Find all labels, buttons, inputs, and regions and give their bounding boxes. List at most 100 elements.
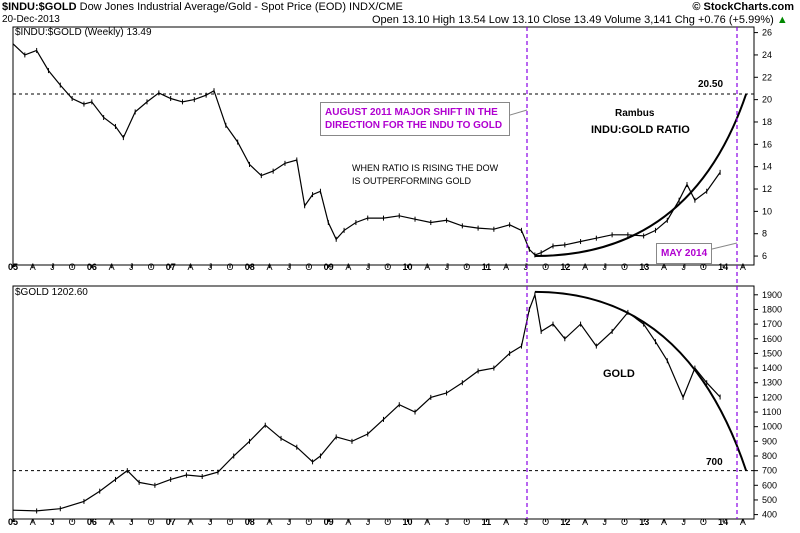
x-tick-label: J <box>603 262 608 272</box>
y-tick-label: 8 <box>762 229 767 239</box>
level-2050-label: 20.50 <box>698 79 724 90</box>
quote-bar: Open 13.10 High 13.54 Low 13.10 Close 13… <box>372 14 788 26</box>
x-tick-label: 07 <box>166 517 176 527</box>
x-tick-label: O <box>305 517 312 527</box>
x-tick-label: J <box>445 517 450 527</box>
x-tick-label: A <box>661 517 667 527</box>
x-tick-label: A <box>109 262 115 272</box>
x-tick-label: 11 <box>482 517 492 527</box>
y-tick-label: 24 <box>762 50 772 60</box>
x-tick-label: 12 <box>560 262 570 272</box>
bottom-panel-label: $GOLD 1202.60 <box>15 287 88 298</box>
plot-frame <box>12 26 755 266</box>
y-tick-label: 900 <box>762 436 777 446</box>
x-tick-label: A <box>188 262 194 272</box>
projection-curve <box>534 93 748 258</box>
y-tick-label: 1300 <box>762 378 782 388</box>
x-tick-label: J <box>366 517 371 527</box>
date: 20-Dec-2013 <box>2 14 60 25</box>
x-tick-label: 06 <box>87 262 97 272</box>
x-tick-label: J <box>445 262 450 272</box>
x-tick-label: A <box>188 517 194 527</box>
y-tick-label: 1800 <box>762 304 782 314</box>
x-tick-label: O <box>700 262 707 272</box>
x-tick-label: J <box>603 517 608 527</box>
x-tick-label: J <box>681 262 686 272</box>
y-tick-label: 1700 <box>762 319 782 329</box>
x-tick-label: 14 <box>718 262 728 272</box>
x-tick-label: 14 <box>718 517 728 527</box>
x-tick-label: 13 <box>639 517 649 527</box>
y-tick-label: 20 <box>762 95 772 105</box>
x-tick-label: O <box>542 262 549 272</box>
x-tick-label: 10 <box>403 517 413 527</box>
y-tick-label: 14 <box>762 162 772 172</box>
plot-frame <box>12 285 755 520</box>
x-tick-label: 05 <box>8 262 18 272</box>
x-tick-label: O <box>148 517 155 527</box>
x-tick-label: J <box>208 262 213 272</box>
ratio-title: INDU:GOLD RATIO <box>591 124 690 136</box>
x-tick-label: O <box>463 517 470 527</box>
y-tick-label: 18 <box>762 117 772 127</box>
price-line <box>12 43 721 256</box>
callout-may-2014: MAY 2014 <box>656 243 713 264</box>
y-tick-label: 6 <box>762 251 767 261</box>
x-tick-label: A <box>424 517 430 527</box>
x-tick-label: A <box>424 262 430 272</box>
symbol: $INDU:$GOLD <box>2 1 77 13</box>
x-tick-label: O <box>148 262 155 272</box>
y-tick-label: 600 <box>762 480 777 490</box>
x-tick-label: 11 <box>482 262 492 272</box>
x-tick-label: A <box>740 262 746 272</box>
x-tick-label: J <box>524 517 529 527</box>
x-tick-label: A <box>740 517 746 527</box>
description: Dow Jones Industrial Average/Gold - Spot… <box>79 1 346 13</box>
y-tick-label: 800 <box>762 451 777 461</box>
x-tick-label: O <box>621 262 628 272</box>
y-tick-label: 1400 <box>762 363 782 373</box>
level-700-label: 700 <box>706 457 723 468</box>
x-tick-label: A <box>503 262 509 272</box>
x-tick-label: J <box>366 262 371 272</box>
x-tick-label: A <box>345 517 351 527</box>
y-tick-label: 1200 <box>762 392 782 402</box>
x-tick-label: J <box>287 262 292 272</box>
x-tick-label: 07 <box>166 262 176 272</box>
y-tick-label: 700 <box>762 466 777 476</box>
price-line <box>12 292 721 512</box>
y-tick-label: 1100 <box>762 407 781 417</box>
x-tick-label: A <box>109 517 115 527</box>
quote: Open 13.10 High 13.54 Low 13.10 Close 13… <box>372 14 774 26</box>
x-tick-label: O <box>226 262 233 272</box>
chart-header: $INDU:$GOLD Dow Jones Industrial Average… <box>2 1 403 13</box>
x-tick-label: J <box>524 262 529 272</box>
x-tick-label: O <box>384 262 391 272</box>
x-tick-label: O <box>69 517 76 527</box>
y-tick-label: 400 <box>762 510 777 520</box>
y-tick-label: 12 <box>762 184 772 194</box>
x-tick-label: O <box>226 517 233 527</box>
rising-note: WHEN RATIO IS RISING THE DOW IS OUTPERFO… <box>352 163 499 186</box>
rambus-label: Rambus <box>615 108 655 119</box>
x-tick-label: A <box>345 262 351 272</box>
x-tick-label: O <box>69 262 76 272</box>
x-tick-label: J <box>129 262 134 272</box>
gold-label: GOLD <box>603 368 635 380</box>
y-tick-label: 500 <box>762 495 777 505</box>
x-tick-label: A <box>266 262 272 272</box>
x-tick-label: J <box>681 517 686 527</box>
x-tick-label: J <box>50 262 55 272</box>
x-tick-label: A <box>582 262 588 272</box>
x-tick-label: 12 <box>560 517 570 527</box>
brand: © StockCharts.com <box>692 1 794 13</box>
x-tick-label: J <box>50 517 55 527</box>
x-tick-label: 06 <box>87 517 97 527</box>
x-tick-label: J <box>287 517 292 527</box>
x-tick-label: A <box>661 262 667 272</box>
x-tick-label: A <box>503 517 509 527</box>
x-tick-label: 08 <box>245 517 255 527</box>
x-tick-label: A <box>30 517 36 527</box>
y-tick-label: 1500 <box>762 348 782 358</box>
top-panel-label: $INDU:$GOLD (Weekly) 13.49 <box>15 27 152 38</box>
